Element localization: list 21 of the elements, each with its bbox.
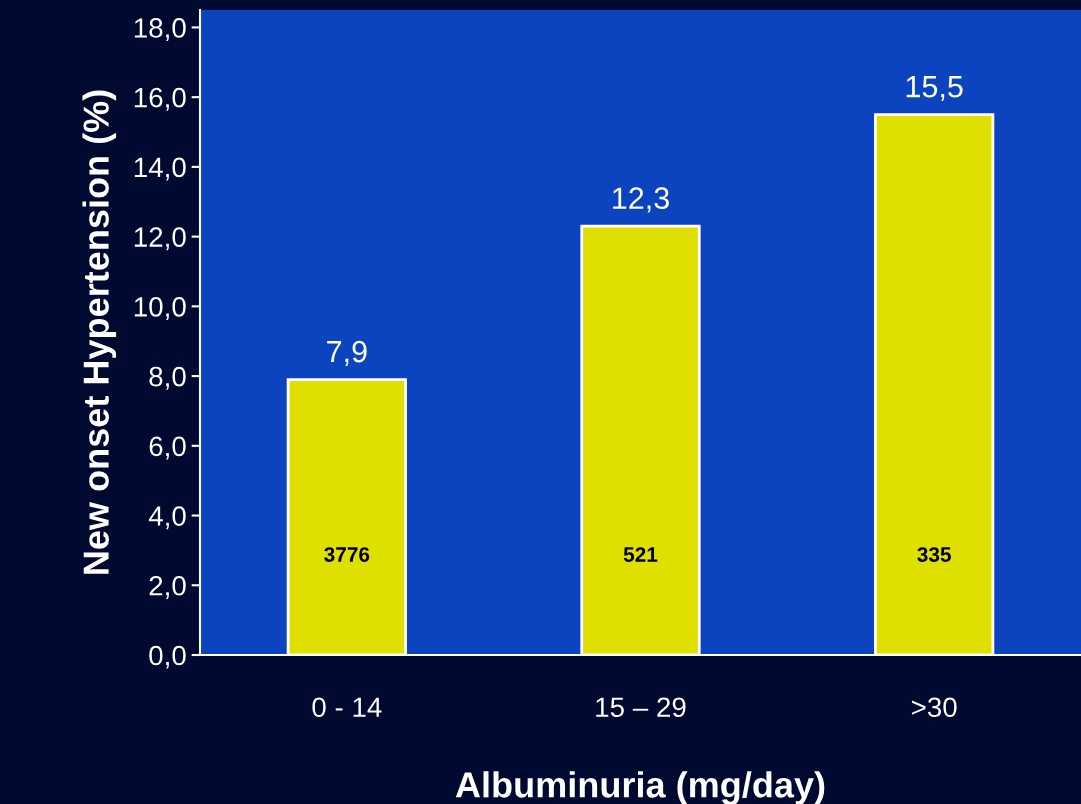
x-axis-title: Albuminuria (mg/day): [455, 771, 825, 804]
annotation: 521: [623, 547, 658, 562]
x-tick-label: 15 – 29: [596, 697, 686, 718]
annotation: 335: [917, 547, 951, 562]
y-tick-label: 14,0: [134, 157, 186, 181]
data-label: 12,3: [613, 187, 669, 213]
y-axis-title: New onset Hypertension (%): [82, 90, 117, 574]
y-tick-label: 6,0: [149, 436, 186, 460]
y-tick-label: 8,0: [149, 366, 186, 390]
y-tick-label: 2,0: [149, 575, 186, 599]
annotation: 3776: [324, 547, 370, 562]
data-label: 15,5: [906, 76, 963, 102]
y-tick-label: 18,0: [134, 18, 186, 42]
x-tick-label: >30: [911, 697, 957, 718]
data-label: 7,9: [327, 340, 367, 367]
y-tick-label: 12,0: [134, 227, 186, 251]
y-tick-label: 0,0: [149, 645, 186, 669]
y-tick-label: 4,0: [148, 506, 186, 530]
x-tick-label: 0 - 14: [312, 697, 382, 718]
y-tick-label: 10,0: [134, 297, 186, 320]
y-tick-label: 16,0: [134, 87, 186, 111]
